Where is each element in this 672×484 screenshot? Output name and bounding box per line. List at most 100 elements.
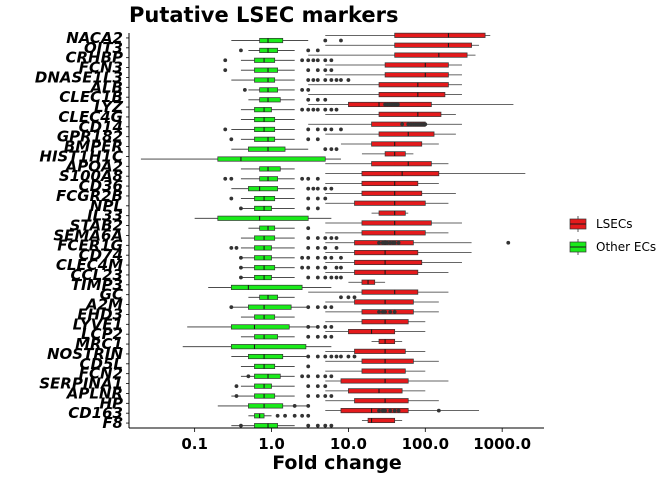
y-tick-label: CD74 (79, 246, 123, 264)
outlier-point (323, 186, 328, 191)
y-tick-label: CLEC1B (59, 88, 123, 106)
outlier-point (315, 255, 320, 260)
outlier-point (234, 384, 239, 389)
box (254, 77, 276, 83)
outlier-point (339, 354, 343, 359)
outlier-point (334, 147, 339, 152)
y-tick-label: CLEC4G (58, 108, 123, 126)
outlier-point (306, 48, 311, 53)
box (378, 338, 396, 345)
outlier-point (323, 97, 328, 102)
box (361, 309, 414, 315)
outlier-point (315, 97, 320, 102)
outlier-point (323, 147, 328, 152)
y-tick-label: EHD3 (77, 305, 123, 323)
outlier-point (306, 423, 311, 428)
outlier-point (406, 122, 411, 127)
y-tick-label: LCP2 (81, 325, 123, 343)
box (354, 200, 426, 206)
outlier-point (339, 78, 343, 82)
box (259, 225, 276, 231)
outlier-point (323, 334, 328, 339)
outlier-point (315, 374, 320, 379)
outlier-point (329, 374, 334, 379)
y-tick-label: GC (100, 286, 123, 304)
outlier-point (352, 354, 357, 359)
outlier-point (323, 236, 328, 240)
y-tick-label: CD5L (80, 355, 123, 373)
box (248, 403, 284, 409)
outlier-point (315, 334, 320, 339)
outlier-point (329, 255, 334, 260)
outlier-point (223, 127, 228, 132)
outlier-point (377, 240, 381, 245)
outlier-point (352, 295, 357, 300)
outlier-point (306, 325, 311, 329)
outlier-point (306, 88, 311, 92)
outlier-point (334, 246, 339, 250)
box (259, 87, 278, 93)
box (354, 299, 414, 305)
outlier-point (239, 206, 243, 211)
outlier-point (346, 354, 351, 359)
outlier-point (306, 68, 311, 73)
outlier-point (323, 68, 328, 73)
legend-label: LSECs (596, 217, 633, 231)
y-tick-label: LYVE1 (73, 315, 123, 333)
outlier-point (329, 394, 334, 398)
box (254, 334, 278, 340)
outlier-point (315, 58, 320, 63)
outlier-point (323, 325, 328, 329)
y-tick-label: CD14 (79, 118, 123, 136)
outlier-point (339, 255, 343, 260)
outlier-point (300, 255, 305, 260)
outlier-point (229, 176, 234, 181)
outlier-point (311, 107, 316, 112)
box (248, 304, 292, 310)
outlier-point (323, 423, 328, 428)
outlier-point (329, 127, 334, 132)
outlier-point (329, 334, 334, 339)
box (340, 378, 409, 384)
outlier-point (383, 309, 387, 314)
outlier-point (323, 265, 328, 270)
y-tick-label: CCL23 (71, 266, 123, 284)
outlier-point (377, 408, 381, 413)
outlier-point (306, 255, 311, 260)
outlier-point (315, 127, 320, 132)
box (361, 358, 414, 364)
outlier-point (323, 78, 328, 82)
outlier-point (234, 246, 239, 250)
y-tick-label: MRC1 (75, 335, 123, 353)
outlier-point (306, 176, 311, 181)
outlier-point (339, 265, 343, 270)
outlier-point (300, 88, 305, 92)
box (371, 161, 432, 167)
series-0-group (308, 32, 526, 424)
outlier-point (306, 334, 311, 339)
box (217, 215, 309, 221)
outlier-point (306, 374, 311, 379)
x-tick-label: 1.0 (258, 435, 285, 453)
outlier-point (315, 48, 320, 53)
outlier-point (306, 127, 311, 132)
box (254, 383, 272, 389)
outlier-point (323, 374, 328, 379)
outlier-point (334, 236, 339, 240)
outlier-point (323, 58, 328, 63)
y-tick-label: OIT3 (84, 39, 123, 57)
outlier-point (339, 295, 343, 300)
y-tick-label: CD36 (79, 177, 123, 195)
box (394, 52, 468, 58)
box (378, 111, 442, 117)
outlier-point (306, 394, 311, 398)
outlier-point (229, 246, 234, 250)
outlier-point (329, 325, 334, 329)
outlier-point (315, 423, 320, 428)
outlier-point (315, 107, 320, 112)
outlier-point (388, 408, 393, 413)
x-tick-label: 10.0 (330, 435, 367, 453)
outlier-point (306, 275, 311, 280)
outlier-point (306, 246, 311, 250)
